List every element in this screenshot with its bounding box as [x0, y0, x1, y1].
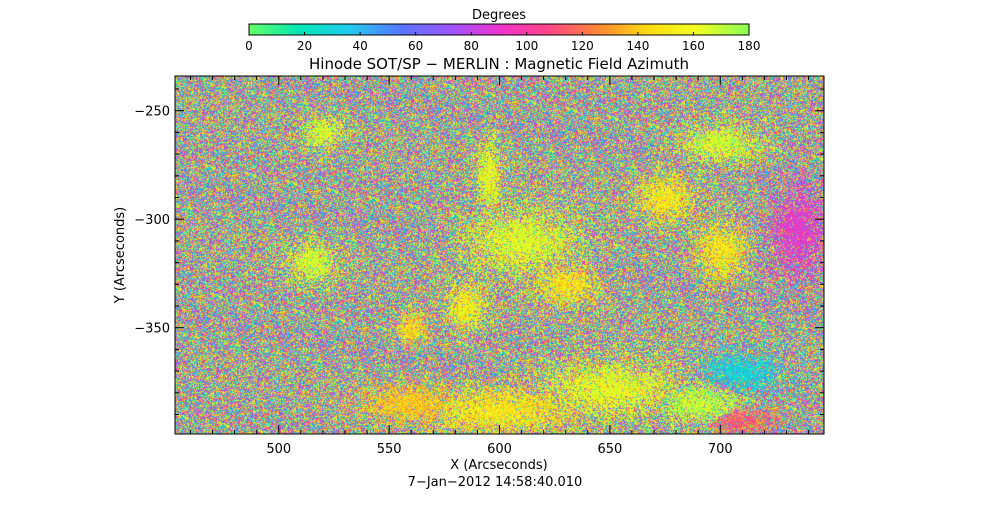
x-tick-label: 500: [266, 442, 291, 457]
colorbar-tick-label: 80: [464, 39, 479, 53]
colorbar-ticks: 0 20 40 60 80 100 120 140 160 180: [245, 32, 760, 53]
colorbar-tick-label: 60: [408, 39, 423, 53]
chart-title: Hinode SOT/SP − MERLIN : Magnetic Field …: [309, 55, 689, 73]
y-axis-label: Y (Arcseconds): [113, 207, 128, 304]
y-tick-label: −300: [134, 213, 170, 228]
y-tick-label: −250: [134, 105, 170, 120]
colorbar-tick-label: 140: [626, 39, 649, 53]
timestamp: 7−Jan−2012 14:58:40.010: [408, 475, 583, 490]
colorbar-tick-label: 120: [571, 39, 594, 53]
colorbar-tick-label: 100: [515, 39, 538, 53]
x-tick-label: 700: [708, 442, 733, 457]
colorbar-tick-label: 40: [352, 39, 367, 53]
x-tick-label: 650: [597, 442, 622, 457]
colorbar: [248, 23, 750, 36]
plot-area: [175, 76, 824, 434]
x-axis-label: X (Arcseconds): [450, 458, 547, 473]
x-tick-label: 600: [487, 442, 512, 457]
colorbar-tick-label: 160: [682, 39, 705, 53]
y-tick-label: −350: [134, 322, 170, 337]
axis-ticks: 500 550 600 650 700 −250 −300 −350: [134, 76, 824, 457]
colorbar-tick-label: 0: [245, 39, 253, 53]
x-tick-label: 550: [377, 442, 402, 457]
colorbar-tick-label: 180: [738, 39, 761, 53]
colorbar-tick-label: 20: [297, 39, 312, 53]
colorbar-label: Degrees: [472, 8, 526, 23]
azimuth-field-image: [175, 76, 824, 434]
